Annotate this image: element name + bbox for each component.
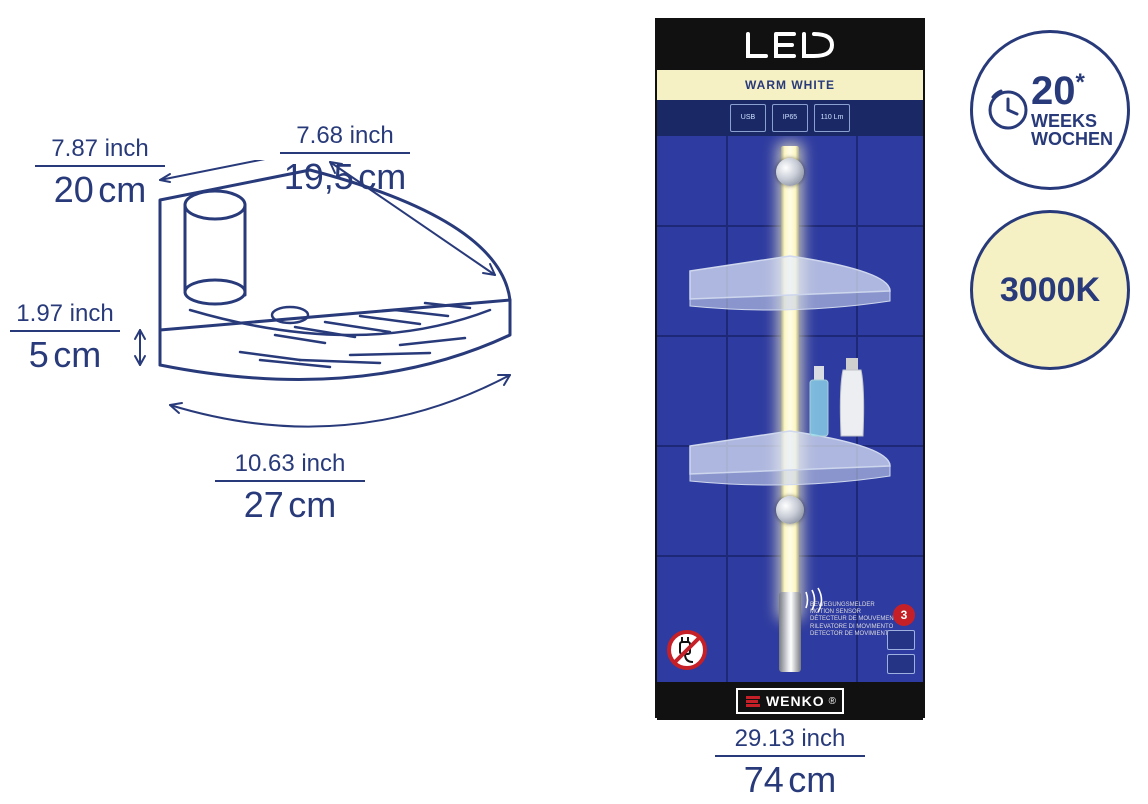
install-icons <box>887 630 915 674</box>
brand-logo-icon <box>744 692 762 710</box>
spec-ip65-icon: IP65 <box>772 104 808 132</box>
dim-product-height: 29.13 inch 74 cm <box>655 725 925 800</box>
install-drill-icon <box>887 630 915 650</box>
product-brand-footer: WENKO ® <box>657 682 923 720</box>
spec-lumen-icon: 110 Lm <box>814 104 850 132</box>
sensor-label: BEWEGUNGSMELDERMOTION SENSORDÉTECTEUR DE… <box>810 602 897 638</box>
dim-height-inch: 1.97 inch <box>16 300 113 328</box>
mount-top <box>776 158 804 186</box>
badge-weeks-star: * <box>1076 69 1085 96</box>
bottle-2 <box>837 358 867 438</box>
brand-mark: WENKO ® <box>736 688 844 714</box>
badge-weeks-line1: WEEKS <box>1031 112 1113 130</box>
dim-product-height-cm: 74 <box>744 759 784 800</box>
mount-bottom <box>776 496 804 524</box>
badge-weeks-value: 20 <box>1031 71 1076 112</box>
dim-front-cm: 27 <box>244 484 284 525</box>
warranty-badge: 3 <box>893 604 915 626</box>
technical-drawing: 7.87 inch 20 cm 7.68 inch 19,5 cm 1.97 i… <box>20 140 620 590</box>
install-glue-icon <box>887 654 915 674</box>
no-plug-icon <box>667 630 707 670</box>
badge-kelvin-value: 3000K <box>1000 271 1100 310</box>
brand-text: WENKO <box>766 693 825 709</box>
sensor-base <box>779 592 801 672</box>
led-bar <box>781 146 799 616</box>
dim-width: 7.87 inch 20 cm <box>20 135 180 210</box>
badge-weeks: 20* WEEKS WOCHEN <box>970 30 1130 190</box>
dim-height: 1.97 inch 5 cm <box>0 300 130 375</box>
product-scene: BEWEGUNGSMELDERMOTION SENSORDÉTECTEUR DE… <box>657 136 923 682</box>
badge-kelvin: 3000K <box>970 210 1130 370</box>
dim-width-inch: 7.87 inch <box>51 135 148 163</box>
shelf-lower <box>680 426 900 486</box>
led-logo-icon <box>742 30 838 60</box>
spec-usb-icon: USB <box>730 104 766 132</box>
product-panel: WARM WHITE USB IP65 110 Lm <box>655 18 925 718</box>
clock-icon <box>987 89 1029 131</box>
dim-front: 10.63 inch 27 cm <box>190 450 390 525</box>
dim-depth-inch: 7.68 inch <box>296 122 393 150</box>
bottle-1 <box>807 366 831 438</box>
badge-weeks-line2: WOCHEN <box>1031 130 1113 148</box>
dim-depth: 7.68 inch 19,5 cm <box>255 122 435 197</box>
product-warm-label: WARM WHITE <box>657 70 923 100</box>
product-spec-icons: USB IP65 110 Lm <box>657 100 923 136</box>
shelf-upper <box>680 251 900 311</box>
dim-width-cm: 20 <box>54 169 94 210</box>
dim-depth-cm: 19,5 <box>284 156 354 197</box>
product-led-header <box>657 20 923 70</box>
dim-height-cm: 5 <box>29 334 49 375</box>
dim-product-height-inch: 29.13 inch <box>735 725 846 753</box>
dim-front-inch: 10.63 inch <box>235 450 346 478</box>
